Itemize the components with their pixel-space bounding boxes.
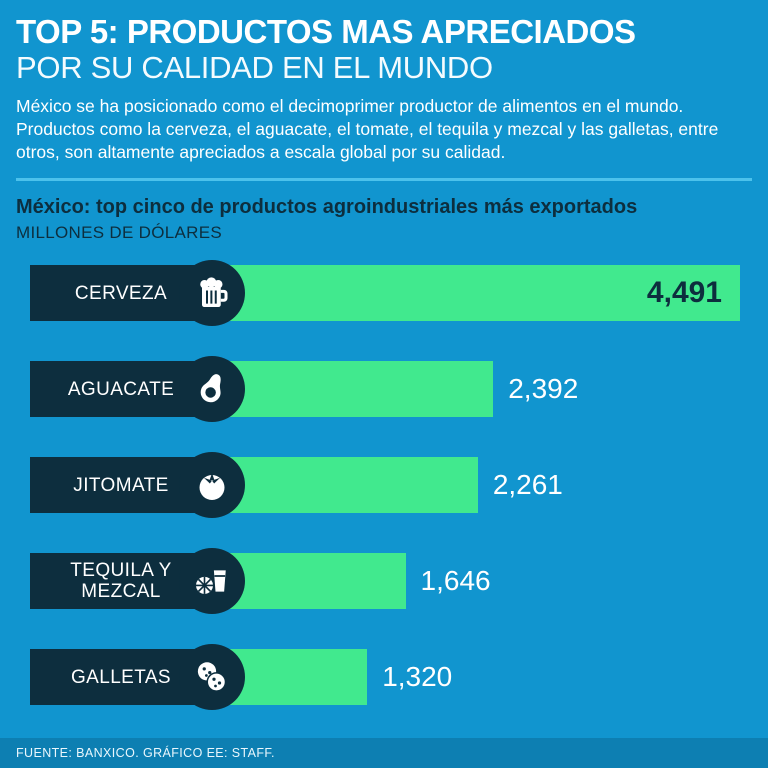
- category-label: AGUACATE: [67, 378, 175, 400]
- beer-mug-icon: [179, 260, 245, 327]
- category-label: CERVEZA: [74, 282, 168, 304]
- divider: [16, 178, 752, 182]
- category-label: GALLETAS: [71, 666, 171, 688]
- category-label-box: TEQUILA Y MEZCAL: [30, 553, 212, 610]
- source-text: FUENTE: BANXICO. GRÁFICO EE: STAFF.: [16, 746, 275, 760]
- bar-area: 2,261: [212, 457, 740, 514]
- main-subtitle: POR SU CALIDAD EN EL MUNDO: [16, 49, 493, 85]
- bar-value: 1,646: [420, 565, 491, 597]
- chart-title: México: top cinco de productos agroindus…: [16, 196, 638, 219]
- bar-value: 2,392: [508, 373, 579, 405]
- avocado-icon: [179, 356, 245, 423]
- category-label: TEQUILA Y MEZCAL: [70, 560, 172, 603]
- bar-value: 2,261: [492, 469, 563, 501]
- bar-jitomate: [212, 457, 478, 514]
- bar-area: 1,646: [212, 553, 740, 610]
- bar-row-galletas: GALLETAS 1,320: [30, 644, 740, 711]
- tomato-icon: [179, 452, 245, 519]
- bar-aguacate: [212, 361, 494, 418]
- bar-row-jitomate: JITOMATE 2,261: [30, 452, 740, 519]
- bar-row-aguacate: AGUACATE 2,392: [30, 356, 740, 423]
- bar-area: 4,491: [212, 265, 740, 322]
- bar-row-cerveza: CERVEZA 4,491: [30, 260, 740, 327]
- infographic-header: TOP 5: PRODUCTOS MAS APRECIADOS POR SU C…: [0, 0, 768, 164]
- category-label-box: AGUACATE: [30, 361, 212, 418]
- category-label: JITOMATE: [73, 474, 169, 496]
- cookies-icon: [179, 644, 245, 711]
- unit-label: MILLONES DE DÓLARES: [16, 223, 222, 243]
- bar-cerveza: 4,491: [212, 265, 740, 322]
- bar-value: 1,320: [382, 661, 453, 693]
- bar-area: 1,320: [212, 649, 740, 706]
- bar-value: 4,491: [646, 276, 722, 310]
- bar-chart: CERVEZA 4,491: [0, 260, 768, 711]
- source-footer: FUENTE: BANXICO. GRÁFICO EE: STAFF.: [0, 738, 768, 768]
- main-title: TOP 5: PRODUCTOS MAS APRECIADOS: [16, 13, 636, 50]
- bar-row-tequila-mezcal: TEQUILA Y MEZCAL 1,646: [30, 548, 740, 615]
- intro-paragraph: México se ha posicionado como el decimop…: [16, 95, 719, 163]
- bar-area: 2,392: [212, 361, 740, 418]
- tequila-lime-icon: [179, 548, 245, 615]
